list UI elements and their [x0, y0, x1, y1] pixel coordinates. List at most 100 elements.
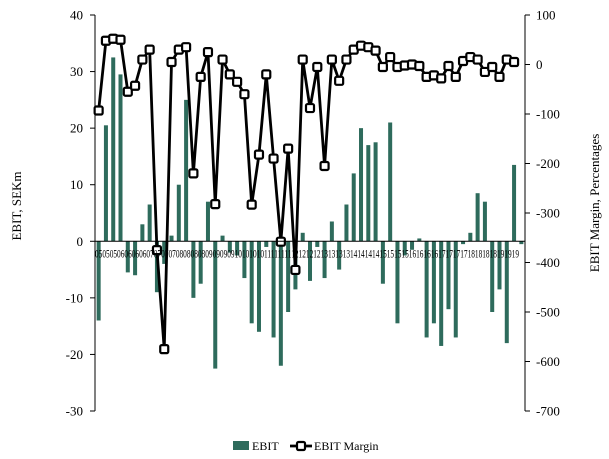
- ebit-margin-series-line: [97, 37, 515, 351]
- ebit-bar: [490, 241, 495, 312]
- ebit-margin-point: [217, 54, 228, 65]
- ebit-bar: [322, 241, 327, 279]
- ebit-margin-point: [151, 245, 163, 256]
- ebit-bar: [446, 241, 451, 310]
- ebit-bar: [344, 204, 349, 242]
- y-tick-label-left: -10: [66, 290, 83, 305]
- ebit-bar: [300, 232, 305, 242]
- ebit-margin-point: [304, 102, 316, 114]
- ebit-bar: [453, 241, 458, 338]
- y-axis-right-label: EBIT Margin, Percentages: [587, 134, 602, 273]
- ebit-margin-point: [137, 54, 148, 65]
- ebit-bar: [205, 201, 210, 242]
- ebit-margin-line: [97, 37, 515, 351]
- ebit-bar: [359, 128, 364, 242]
- ebit-bar: [504, 241, 509, 344]
- y-tick-label-right: -500: [536, 305, 560, 320]
- ebit-margin-point: [312, 61, 323, 73]
- ebit-bar: [96, 241, 101, 321]
- ebit-bar: [337, 241, 342, 270]
- ebit-bar: [111, 57, 116, 242]
- ebit-bar: [512, 164, 517, 242]
- legend-swatch-ebit: [233, 441, 249, 450]
- ebit-margin-point: [261, 69, 272, 80]
- ebit-margin-point: [122, 86, 133, 97]
- ebit-margin-point: [115, 34, 126, 45]
- ebit-margin-point: [326, 54, 337, 65]
- ebit-bar: [351, 173, 356, 242]
- y-tick-label-left: -20: [66, 347, 83, 362]
- ebit-bar: [410, 241, 415, 250]
- ebit-margin-point: [494, 71, 505, 82]
- ebit-margin-point: [472, 54, 483, 65]
- ebit-margin-point: [188, 168, 199, 179]
- ebit-bar: [191, 241, 196, 298]
- ebit-margin-point: [224, 69, 235, 80]
- ebit-margin-point: [414, 60, 425, 72]
- ebit-margin-point: [385, 51, 396, 63]
- ebit-bar: [176, 184, 181, 242]
- legend-marker-ebit-margin: [295, 440, 307, 452]
- ebit-bar: [497, 241, 502, 290]
- y-tick-label-right: -100: [536, 107, 560, 122]
- ebit-bar: [198, 241, 203, 284]
- ebit-bar: [395, 241, 400, 324]
- y-tick-label-right: 100: [536, 8, 556, 23]
- ebit-bar: [402, 241, 407, 256]
- ebit-margin-point: [450, 71, 461, 82]
- ebit-bar: [118, 74, 123, 242]
- ebit-margin-point: [202, 47, 214, 58]
- ebit-bar: [315, 241, 320, 247]
- ebit-bar: [424, 241, 429, 338]
- ebit-margin-point: [487, 61, 498, 73]
- ebit-margin-point: [377, 61, 388, 73]
- ebit-bar: [388, 122, 393, 242]
- ebit-bar: [133, 241, 138, 276]
- ebit-margin-point: [181, 42, 192, 53]
- ebit-bar: [278, 241, 283, 366]
- ebit-margin-point: [436, 73, 447, 84]
- ebit-bar: [482, 201, 487, 242]
- y-tick-label-right: -200: [536, 156, 560, 171]
- ebit-bar: [256, 241, 261, 332]
- ebit-margin-point: [129, 80, 141, 91]
- ebit-margin-point: [283, 143, 294, 154]
- ebit-bar: [271, 241, 276, 338]
- ebit-bar: [147, 204, 152, 242]
- ebit-bar: [213, 241, 218, 369]
- y-tick-label-right: 0: [536, 57, 543, 72]
- ebit-margin-point: [232, 76, 243, 87]
- ebit-bar: [366, 145, 371, 242]
- ebit-margin-point: [370, 45, 381, 56]
- ebit-bar: [286, 241, 291, 312]
- ebit-margin-point: [144, 44, 155, 55]
- ebit-bar: [169, 235, 174, 242]
- axes: -30-20-10010203040-700-600-500-400-300-2…: [66, 8, 560, 419]
- ebit-bar: [235, 241, 240, 256]
- y-tick-label-left: -30: [66, 404, 83, 419]
- y-tick-label-left: 40: [70, 8, 83, 23]
- ebit-bar: [308, 241, 313, 281]
- ebit-margin-point: [239, 89, 250, 100]
- ebit-bar: [461, 241, 466, 245]
- y-tick-label-left: 0: [77, 234, 84, 249]
- ebit-bar: [162, 241, 167, 264]
- legend: EBIT EBIT Margin: [233, 439, 379, 453]
- y-tick-label-left: 30: [70, 64, 83, 79]
- ebit-margin-point: [268, 153, 279, 164]
- ebit-margin-point: [290, 264, 301, 276]
- legend-label-ebit-margin: EBIT Margin: [314, 439, 379, 453]
- ebit-bar: [220, 235, 225, 242]
- ebit-margin-point: [443, 60, 454, 72]
- ebit-margin-point: [195, 71, 206, 82]
- ebit-bar: [264, 241, 269, 247]
- ebit-bar: [380, 241, 385, 284]
- ebit-margin-point: [508, 56, 520, 68]
- ebit-margin-point: [253, 149, 265, 160]
- ebit-bar: [475, 193, 480, 242]
- ebit-bar: [249, 241, 254, 324]
- ebit-bar: [519, 241, 524, 245]
- ebit-margin-point: [166, 56, 177, 68]
- y-tick-label-right: -700: [536, 404, 560, 419]
